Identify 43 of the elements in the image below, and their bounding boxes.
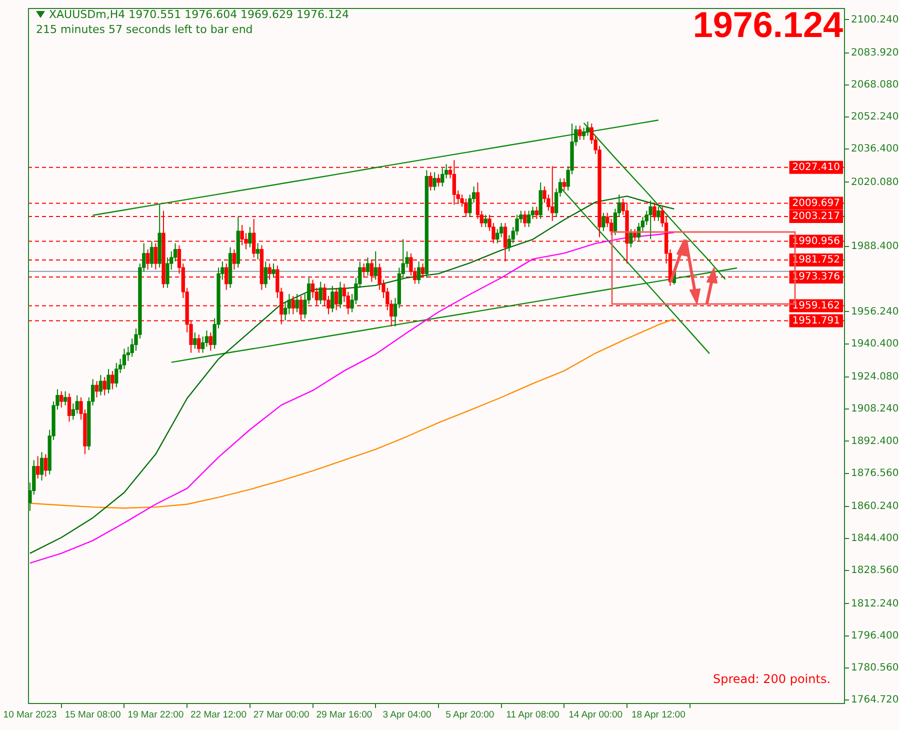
chart-title: XAUUSDm,H4 1970.551 1976.604 1969.629 1976.124 [49, 8, 350, 21]
x-tick-label: 14 Apr 00:00 [568, 709, 623, 720]
annotation: 1976.124 [692, 4, 843, 46]
y-tick-label: 1876.560 [851, 468, 899, 479]
y-tick-label: 1828.560 [851, 565, 899, 576]
ref-line-label: 1990.956 [792, 236, 840, 247]
ref-line-label: 1973.376 [792, 272, 840, 283]
y-tick-label: 2083.920 [851, 47, 899, 58]
y-tick-label: 1796.400 [851, 630, 899, 642]
x-tick-label: 18 Apr 12:00 [631, 709, 686, 720]
y-tick-label: 1812.240 [851, 598, 899, 610]
y-tick-label: 2068.080 [851, 79, 899, 90]
y-tick-label: 1844.400 [851, 533, 899, 544]
x-tick-label: 10 Mar 2023 [3, 709, 57, 720]
y-tick-label: 1940.400 [851, 338, 899, 350]
x-tick-label: 3 Apr 04:00 [382, 709, 432, 720]
x-tick-label: 29 Mar 16:00 [316, 709, 372, 720]
y-tick-label: 1988.400 [851, 241, 899, 252]
y-tick-label: 2052.240 [851, 112, 899, 123]
x-tick-label: 15 Mar 08:00 [64, 709, 121, 720]
ref-line-label: 2009.697 [792, 198, 840, 209]
y-tick-label: 1860.240 [851, 500, 899, 512]
y-tick-label: 1924.080 [851, 372, 899, 383]
annotation: Spread: 200 points. [713, 672, 831, 686]
ref-line-label: 1981.752 [792, 254, 840, 266]
x-tick-label: 5 Apr 20:00 [446, 709, 494, 720]
ref-line-label: 1951.791 [792, 315, 840, 326]
x-tick-label: 11 Apr 08:00 [506, 709, 560, 720]
x-tick-label: 22 Mar 12:00 [190, 709, 246, 720]
y-tick-label: 1892.400 [851, 436, 899, 447]
y-tick-label: 1908.240 [851, 404, 899, 415]
ref-line-label: 2027.410 [792, 162, 840, 173]
text: 215 minutes 57 seconds left to bar end [36, 22, 254, 37]
y-tick-label: 1956.240 [851, 306, 899, 318]
y-tick-label: 2036.400 [851, 144, 899, 155]
y-tick-label: 2100.240 [851, 14, 899, 26]
y-tick-label: 2020.080 [851, 176, 899, 188]
y-tick-label: 1780.560 [851, 662, 899, 674]
x-tick-label: 27 Mar 00:00 [253, 709, 310, 720]
y-tick-label: 1764.720 [851, 694, 899, 706]
ref-line-label: 2003.217 [792, 211, 840, 222]
ref-line-label: 1959.162 [792, 300, 840, 312]
x-tick-label: 19 Mar 22:00 [128, 709, 184, 720]
